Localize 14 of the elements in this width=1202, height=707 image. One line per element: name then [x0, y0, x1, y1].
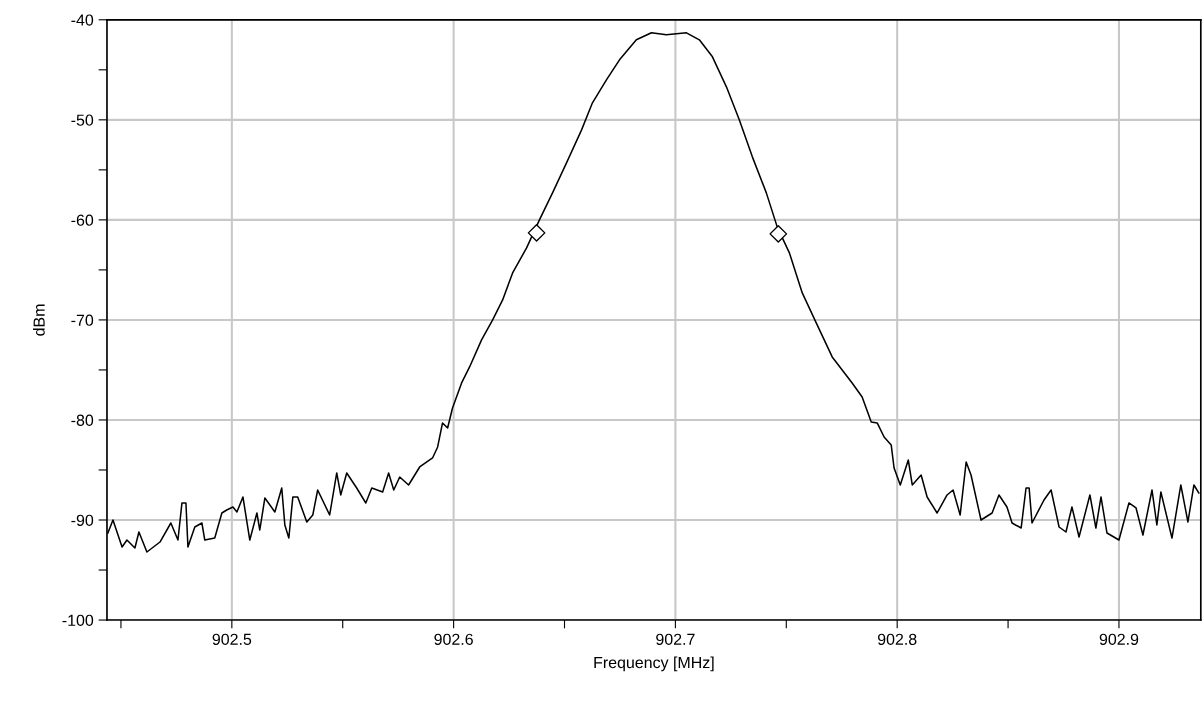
y-axis-title: dBm	[33, 304, 45, 336]
y-tick-label: -40	[71, 14, 94, 26]
y-tick-label: -50	[71, 114, 94, 126]
x-tick-label: 902.7	[656, 633, 695, 645]
x-tick-label: 902.5	[212, 633, 252, 645]
y-tick-label: -100	[62, 614, 94, 626]
y-tick-label: -80	[71, 414, 94, 426]
x-tick-label: 902.6	[434, 633, 473, 645]
x-tick-label: 902.9	[1099, 633, 1139, 645]
y-tick-label: -70	[71, 314, 94, 326]
y-tick-label: -90	[71, 514, 94, 526]
x-axis-title: Frequency [MHz]	[594, 656, 714, 672]
x-tick-label: 902.8	[877, 633, 917, 645]
y-tick-label: -60	[71, 214, 94, 226]
